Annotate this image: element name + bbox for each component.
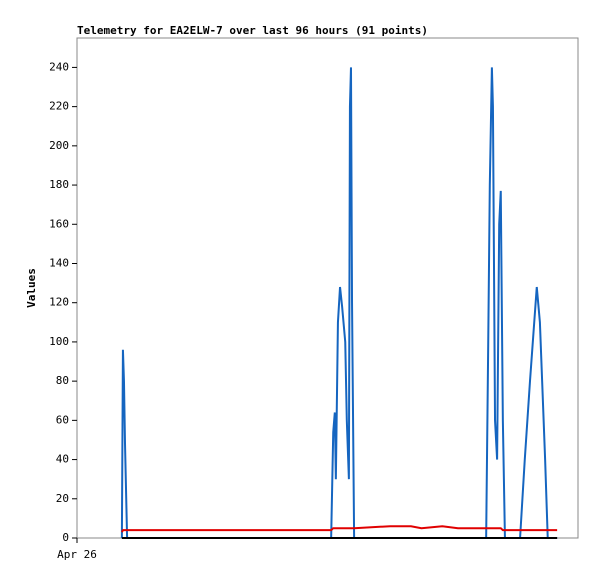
chart-title: Telemetry for EA2ELW-7 over last 96 hour… [77, 24, 428, 37]
y-tick-label: 140 [49, 256, 69, 269]
y-tick-label: 40 [56, 453, 69, 466]
y-tick-label: 0 [62, 531, 69, 544]
y-tick-label: 220 [49, 100, 69, 113]
y-tick-label: 80 [56, 374, 69, 387]
y-tick-label: 120 [49, 296, 69, 309]
y-tick-label: 60 [56, 413, 69, 426]
series-line [120, 525, 558, 533]
y-tick-label: 240 [49, 60, 69, 73]
y-tick-label: 180 [49, 178, 69, 191]
y-tick-label: 100 [49, 335, 69, 348]
x-tick-label: Apr 26 [57, 548, 97, 561]
y-tick-label: 160 [49, 217, 69, 230]
y-tick-label: 200 [49, 139, 69, 152]
y-tick-label: 20 [56, 492, 69, 505]
y-axis-label: Values [25, 268, 38, 308]
